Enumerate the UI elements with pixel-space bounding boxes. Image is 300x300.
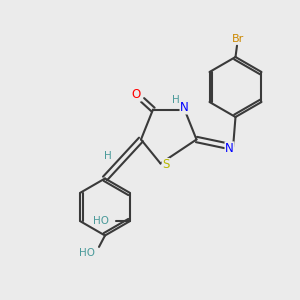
Text: HO: HO	[79, 248, 94, 259]
Text: H: H	[104, 151, 112, 161]
Text: HO: HO	[93, 216, 109, 226]
Text: N: N	[180, 101, 189, 114]
Text: O: O	[132, 88, 141, 101]
Text: S: S	[162, 158, 169, 172]
Text: N: N	[225, 142, 234, 155]
Text: H: H	[172, 95, 180, 105]
Text: Br: Br	[232, 34, 244, 44]
